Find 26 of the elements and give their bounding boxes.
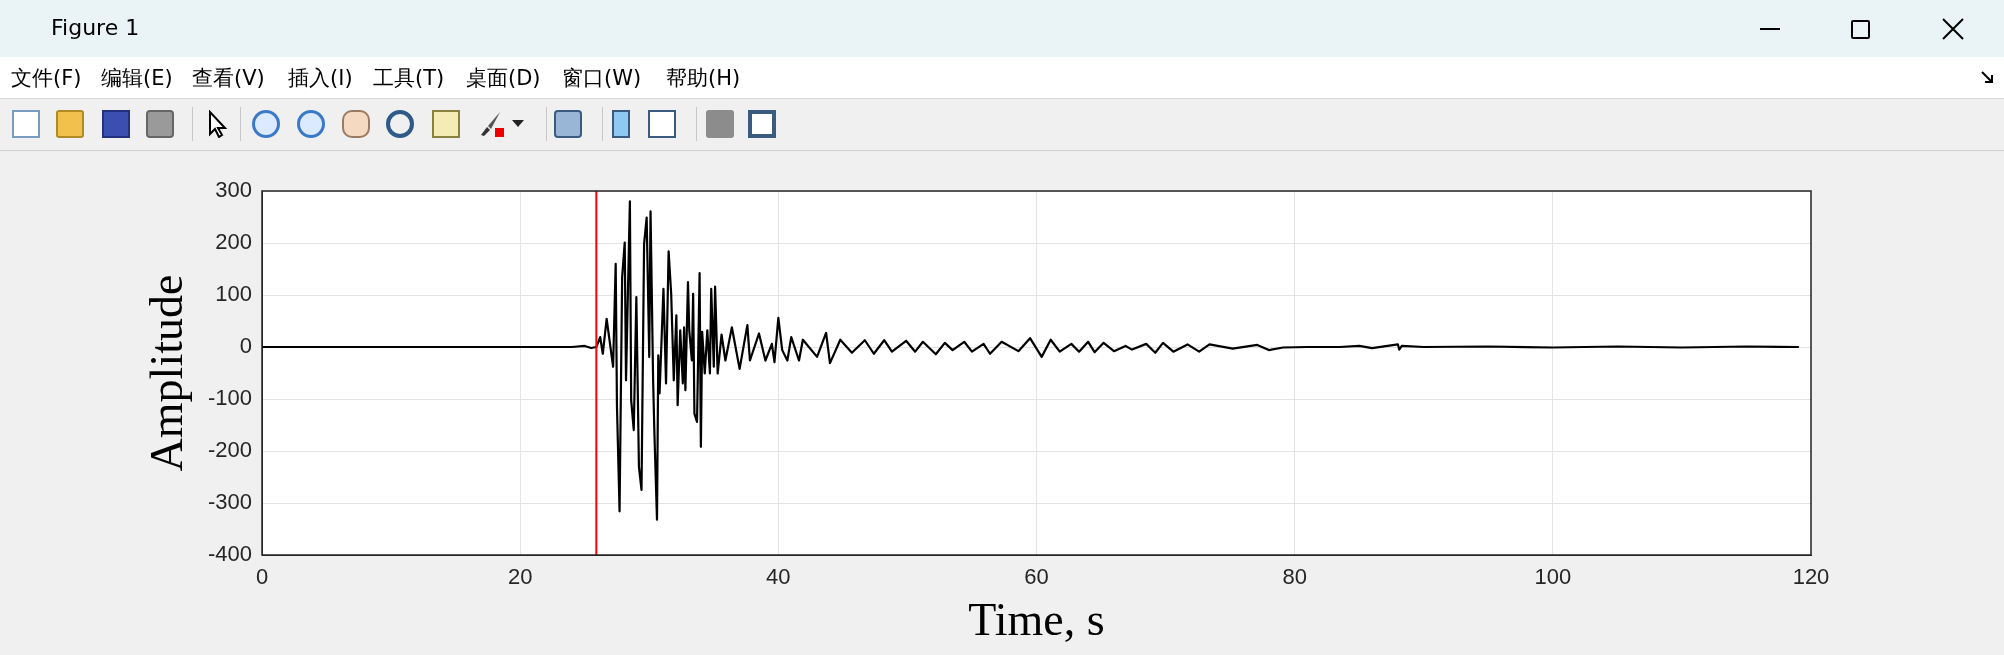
text: 工具(T) xyxy=(373,65,445,92)
x-tick-label: 60 xyxy=(1024,564,1049,590)
text: 编辑(E) xyxy=(101,65,173,92)
caption: Figure 1 xyxy=(51,15,140,40)
x-tick-label: 100 xyxy=(1534,564,1572,590)
x-tick-label: 80 xyxy=(1282,564,1307,590)
text: 桌面(D) xyxy=(466,65,541,92)
text: 文件(F) xyxy=(11,65,82,92)
y-tick-label: 200 xyxy=(215,229,252,255)
y-tick-label: -200 xyxy=(207,437,252,463)
y-axis-title: Amplitude xyxy=(140,274,192,472)
x-tick-label: 120 xyxy=(1792,564,1830,590)
y-tick-label: -400 xyxy=(207,541,252,567)
y-tick-label: 100 xyxy=(215,281,252,307)
y-tick-label: 0 xyxy=(239,333,252,359)
text: 窗口(W) xyxy=(562,65,642,92)
text: 插入(I) xyxy=(288,65,353,92)
text: 查看(V) xyxy=(192,65,265,92)
x-tick-label: 40 xyxy=(766,564,791,590)
y-tick-label: 300 xyxy=(215,177,252,203)
text: 帮助(H) xyxy=(666,65,741,92)
x-axis-title: Time, s xyxy=(968,594,1105,646)
y-tick-label: -100 xyxy=(207,385,252,411)
x-tick-label: 20 xyxy=(507,564,533,590)
x-tick-label: 0 xyxy=(255,564,269,590)
y-tick-label: -300 xyxy=(207,489,252,515)
